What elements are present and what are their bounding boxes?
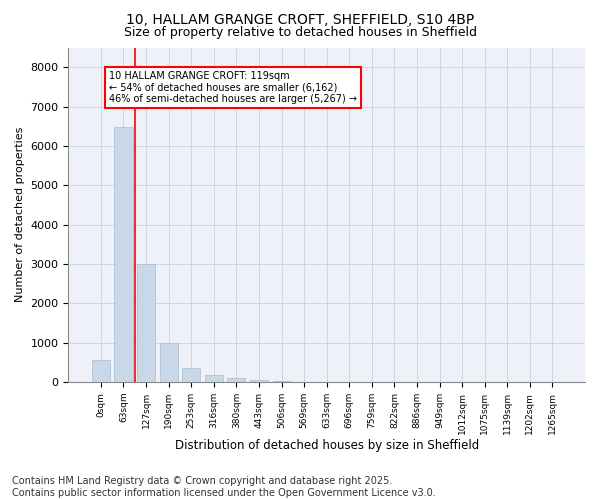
Bar — [182, 368, 200, 382]
Text: 10 HALLAM GRANGE CROFT: 119sqm
← 54% of detached houses are smaller (6,162)
46% : 10 HALLAM GRANGE CROFT: 119sqm ← 54% of … — [109, 71, 357, 104]
Bar — [250, 380, 268, 382]
Bar — [160, 342, 178, 382]
Y-axis label: Number of detached properties: Number of detached properties — [15, 127, 25, 302]
Bar — [115, 127, 133, 382]
X-axis label: Distribution of detached houses by size in Sheffield: Distribution of detached houses by size … — [175, 440, 479, 452]
Bar — [92, 360, 110, 382]
Text: Size of property relative to detached houses in Sheffield: Size of property relative to detached ho… — [124, 26, 476, 39]
Bar — [137, 264, 155, 382]
Bar — [227, 378, 245, 382]
Bar — [272, 380, 290, 382]
Bar — [205, 375, 223, 382]
Text: Contains HM Land Registry data © Crown copyright and database right 2025.
Contai: Contains HM Land Registry data © Crown c… — [12, 476, 436, 498]
Text: 10, HALLAM GRANGE CROFT, SHEFFIELD, S10 4BP: 10, HALLAM GRANGE CROFT, SHEFFIELD, S10 … — [126, 12, 474, 26]
